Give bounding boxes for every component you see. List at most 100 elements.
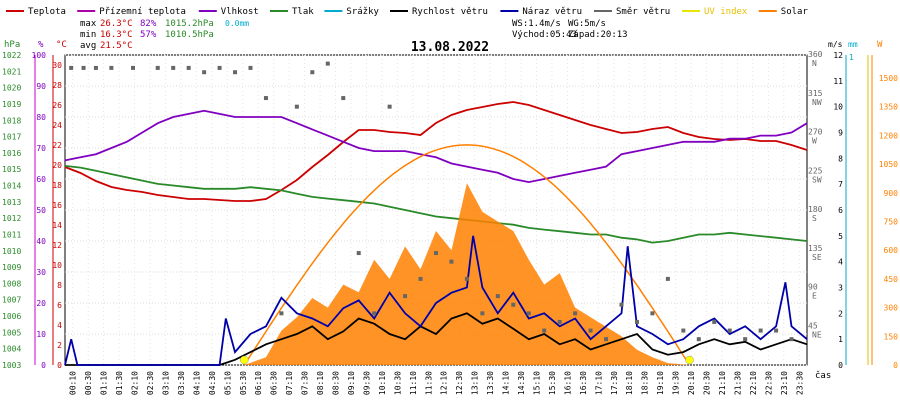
hpa-tick: 1012 — [2, 214, 21, 223]
series-sm-r-v-tru-point — [217, 65, 222, 70]
series-sm-r-v-tru-point — [403, 294, 408, 299]
stat-min-label: min — [80, 30, 96, 40]
hpa-tick: 1015 — [2, 165, 21, 174]
legend-label-2: Vlhkost — [221, 7, 259, 17]
time-tick-label: 08:30 — [332, 371, 341, 395]
degc-tick: 4 — [57, 321, 62, 330]
w-tick: 1500 — [879, 74, 898, 83]
w-tick: 450 — [884, 275, 899, 284]
hpa-tick: 1011 — [2, 230, 21, 239]
right-axes: m/s mm W360N315NW270W225SW180S135SE90E45NE… — [808, 40, 898, 370]
dir-tick-value: 315 — [808, 89, 823, 98]
hpa-tick: 1004 — [2, 345, 21, 354]
ms-tick: 6 — [838, 206, 843, 215]
degc-tick: 30 — [52, 61, 62, 70]
w-unit: W — [877, 40, 883, 50]
series-sm-r-v-tru-point — [109, 65, 114, 70]
time-tick-label: 06:30 — [270, 371, 279, 395]
degc-tick: 10 — [52, 261, 62, 270]
pct-unit: % — [38, 40, 44, 50]
series-sm-r-v-tru-point — [526, 311, 531, 316]
time-tick-label: 05:10 — [223, 371, 232, 395]
ms-tick: 2 — [838, 309, 843, 318]
series-solar-area — [244, 183, 690, 365]
series-sm-r-v-tru-point — [341, 96, 346, 101]
hpa-tick: 1017 — [2, 133, 21, 142]
mm-tick: 1 — [849, 53, 854, 62]
time-tick-label: 03:10 — [161, 371, 170, 395]
hpa-tick: 1020 — [2, 84, 21, 93]
dir-tick-label: W — [812, 137, 817, 146]
ms-tick: 1 — [838, 335, 843, 344]
pct-tick: 10 — [36, 330, 46, 339]
time-tick-label: 08:10 — [316, 371, 325, 395]
series-sm-r-v-tru-point — [449, 259, 454, 264]
dir-tick-label: NE — [812, 330, 822, 339]
series-sm-r-v-tru-point — [712, 319, 717, 324]
time-tick-label: 11:30 — [424, 371, 433, 395]
pct-tick: 90 — [36, 82, 46, 91]
pct-tick: 60 — [36, 175, 46, 184]
pct-tick: 50 — [36, 206, 46, 215]
time-tick-label: 15:10 — [532, 371, 541, 395]
wind-info: WS:1.4m/s WG:5m/s Východ:05:43 Západ:20:… — [512, 19, 628, 40]
dir-tick-label: SE — [812, 253, 822, 262]
time-tick-label: 01:30 — [115, 371, 124, 395]
time-axis-unit: čas — [815, 370, 831, 381]
dir-tick-label: E — [812, 292, 817, 301]
time-tick-label: 17:10 — [594, 371, 603, 395]
dir-tick-label: NW — [812, 98, 822, 107]
stat-min-temp: 16.3°C — [100, 30, 133, 40]
series-sm-r-v-tru-point — [279, 311, 284, 316]
time-tick-label: 20:30 — [703, 371, 712, 395]
series-sm-r-v-tru-point — [171, 65, 176, 70]
time-tick-label: 10:10 — [378, 371, 387, 395]
time-tick-label: 12:30 — [455, 371, 464, 395]
legend-label-0: Teplota — [28, 7, 66, 17]
legend-label-9: Solar — [781, 7, 809, 17]
time-tick-label: 15:30 — [548, 371, 557, 395]
hpa-unit: hPa — [4, 40, 20, 50]
degc-tick: 2 — [57, 341, 62, 350]
dir-tick-value: 225 — [808, 166, 823, 175]
stat-max-temp: 26.3°C — [100, 19, 133, 29]
series-sm-r-v-tru-point — [202, 70, 207, 75]
time-tick-label: 23:30 — [795, 371, 804, 395]
time-tick-label: 22:30 — [764, 371, 773, 395]
dir-tick-label: SW — [812, 175, 822, 184]
ms-tick: 11 — [833, 77, 843, 86]
series-sm-r-v-tru-point — [372, 311, 377, 316]
time-tick-label: 18:10 — [625, 371, 634, 395]
time-tick-label: 10:30 — [393, 371, 402, 395]
dir-tick-value: 360 — [808, 50, 823, 59]
degc-tick: 6 — [57, 301, 62, 310]
sunrise-time: Východ:05:43 — [512, 30, 577, 40]
series-sm-r-v-tru-point — [310, 70, 315, 75]
degc-tick: 0 — [57, 361, 62, 370]
series-sm-r-v-tru-point — [588, 328, 593, 333]
series-sm-r-v-tru-point — [681, 328, 686, 333]
legend-label-4: Srážky — [346, 7, 379, 17]
time-tick-label: 19:10 — [656, 371, 665, 395]
series-sm-r-v-tru-point — [186, 65, 191, 70]
pct-tick: 70 — [36, 144, 46, 153]
time-tick-label: 16:30 — [579, 371, 588, 395]
mm-unit: mm — [848, 40, 858, 49]
w-tick: 1200 — [879, 131, 898, 140]
hpa-tick: 1018 — [2, 116, 21, 125]
solar-theoretical-curve — [243, 144, 688, 366]
time-tick-label: 04:10 — [192, 371, 201, 395]
hpa-tick: 1007 — [2, 296, 21, 305]
w-tick: 0 — [893, 361, 898, 370]
uv-marker — [685, 355, 694, 365]
stat-max-press: 1015.2hPa — [165, 19, 214, 29]
time-tick-label: 13:10 — [471, 371, 480, 395]
dir-tick-value: 180 — [808, 205, 823, 214]
hpa-tick: 1003 — [2, 361, 21, 370]
degc-tick: 20 — [52, 161, 62, 170]
time-tick-label: 16:10 — [563, 371, 572, 395]
stat-min-press: 1010.5hPa — [165, 30, 214, 40]
degc-tick: 24 — [52, 121, 62, 130]
time-tick-label: 21:30 — [733, 371, 742, 395]
